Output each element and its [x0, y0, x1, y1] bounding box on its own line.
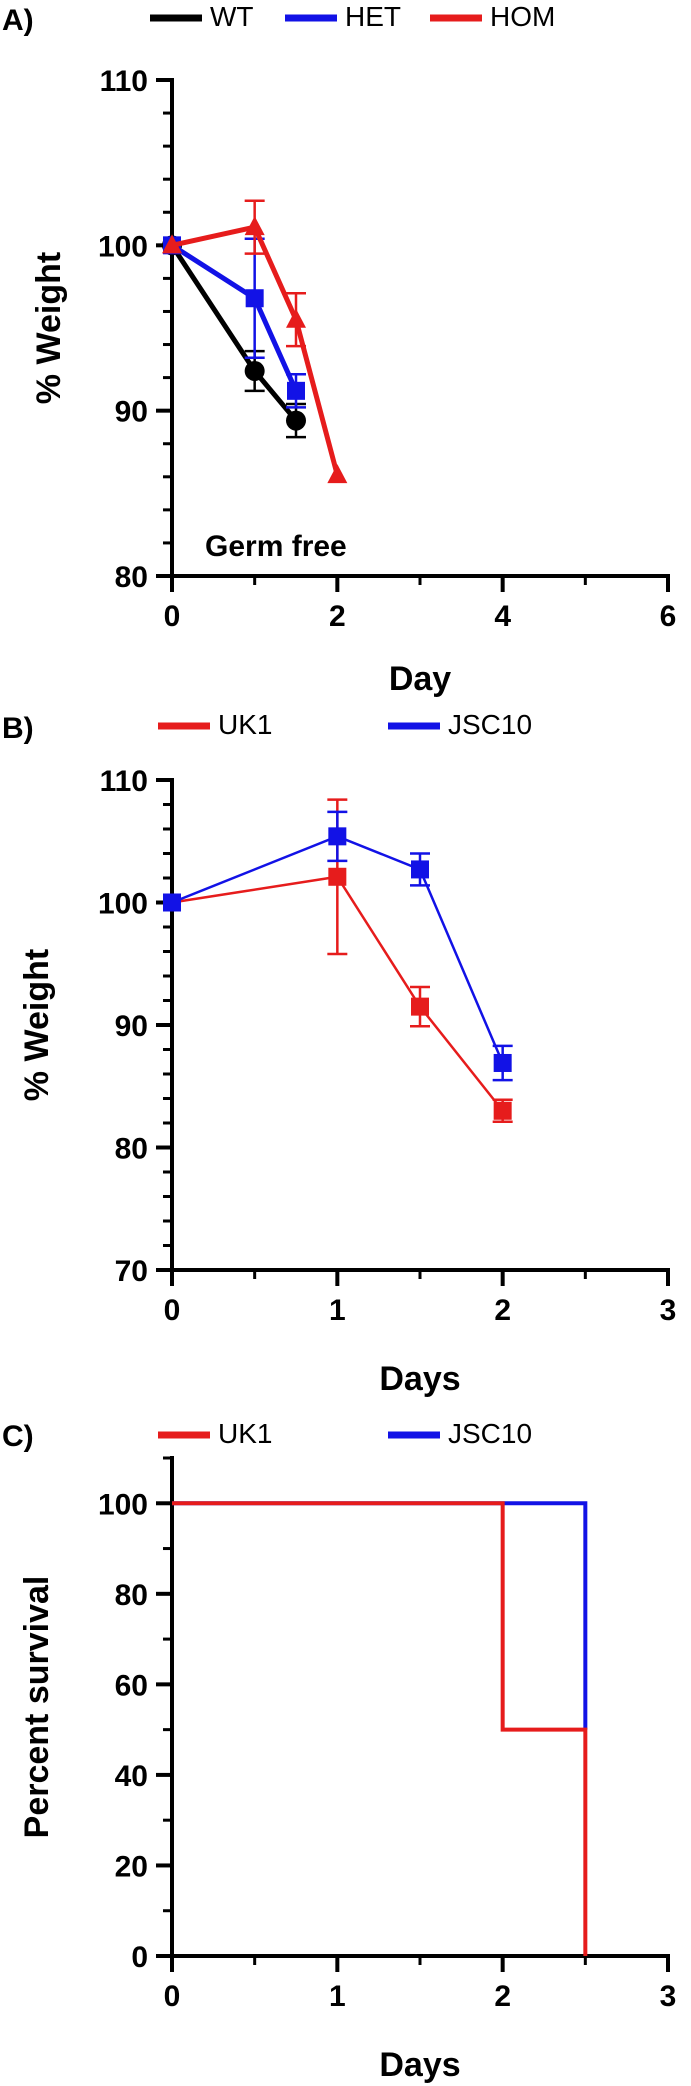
panel-C: C) UK1 JSC10 0 20 40 60 80 100 0 1 2 3 Days Percent su…: [2, 1418, 676, 2084]
legend-label-jsc10: JSC10: [448, 1418, 532, 1449]
x-tick-label: 3: [660, 1980, 677, 2013]
series-line-jsc10: [171, 835, 504, 1064]
y-tick-label: 100: [98, 230, 148, 263]
data-point-het: [245, 289, 264, 308]
y-axis-title: Percent survival: [18, 1576, 56, 1839]
y-tick-label: 70: [115, 1255, 148, 1288]
data-point-het: [287, 381, 305, 400]
y-axis-title: % Weight: [30, 252, 68, 404]
legend: WT HET HOM: [150, 1, 555, 32]
y-tick-label: 110: [100, 65, 148, 98]
y-tick-label: 90: [115, 1010, 148, 1043]
series-line-het: [170, 243, 299, 392]
series-jsc10: [163, 810, 513, 1082]
y-tick-label: 60: [115, 1669, 148, 1702]
data-point-jsc10: [411, 860, 429, 879]
x-tick-label: 0: [164, 1294, 181, 1327]
y-tick-label: 90: [115, 396, 148, 429]
series-line-jsc10: [172, 1501, 588, 1730]
series-line-wt: [169, 243, 298, 423]
y-tick-label: 40: [115, 1760, 148, 1793]
y-tick-label: 80: [115, 561, 148, 594]
legend-label-uk1: UK1: [218, 709, 272, 740]
series-line-hom: [171, 224, 340, 476]
x-tick-label: 4: [494, 600, 511, 633]
x-tick-label: 0: [164, 1980, 181, 2013]
x-axis-title: Days: [379, 1360, 460, 1398]
x-tick-label: 2: [494, 1294, 511, 1327]
legend-label-uk1: UK1: [218, 1418, 272, 1449]
x-tick-label: 0: [164, 600, 181, 633]
data-point-jsc10: [493, 1053, 512, 1072]
y-tick-label: 100: [98, 1488, 148, 1521]
x-tick-label: 1: [329, 1980, 346, 2013]
series-uk1: [172, 1501, 588, 1956]
data-point-uk1: [328, 867, 347, 886]
x-axis-title: Days: [379, 2046, 460, 2084]
y-tick-label: 110: [100, 765, 148, 798]
plot-area: [162, 199, 348, 484]
legend: UK1 JSC10: [158, 1418, 532, 1449]
x-axis-title: Day: [389, 660, 451, 698]
data-point-hom: [244, 216, 265, 236]
axes: 0 20 40 60 80 100 0 1 2 3: [98, 1456, 676, 2013]
data-point-jsc10: [328, 827, 347, 846]
x-tick-label: 6: [660, 600, 677, 633]
y-tick-label: 100: [98, 888, 148, 921]
data-point-uk1: [493, 1101, 512, 1120]
legend: UK1 JSC10: [158, 709, 532, 740]
x-tick-label: 3: [660, 1294, 677, 1327]
annotation-germ-free: Germ free: [205, 530, 347, 563]
axes: 80 90 100 110 0 2 4 6: [98, 65, 676, 633]
y-axis-title: % Weight: [18, 949, 56, 1101]
x-tick-label: 2: [494, 1980, 511, 2013]
axes: 70 80 90 100 110 0 1 2 3: [98, 765, 676, 1327]
series-line-uk1: [172, 1501, 588, 1956]
legend-label-wt: WT: [210, 1, 254, 32]
legend-label-jsc10: JSC10: [448, 709, 532, 740]
legend-label-hom: HOM: [490, 1, 555, 32]
x-tick-label: 2: [329, 600, 346, 633]
panel-label: C): [2, 1420, 34, 1453]
x-tick-label: 1: [329, 1294, 346, 1327]
y-tick-label: 20: [115, 1850, 148, 1883]
y-tick-label: 80: [115, 1579, 148, 1612]
panel-label: A): [2, 4, 34, 37]
panel-A: A) WT HET HOM 80 90 100 110 0 2 4 6 Day % Weight Germ …: [2, 1, 676, 698]
series-wt: [162, 235, 306, 439]
series-jsc10: [172, 1501, 588, 1730]
y-tick-label: 0: [131, 1941, 148, 1974]
data-point-uk1: [411, 997, 429, 1016]
legend-label-het: HET: [345, 1, 401, 32]
panel-label: B): [2, 712, 34, 745]
data-point-wt: [244, 360, 265, 381]
series-line-uk1: [171, 875, 504, 1112]
series-hom: [162, 199, 348, 484]
data-point-wt: [286, 410, 306, 431]
data-point-jsc10: [163, 893, 181, 912]
panel-B: B) UK1 JSC10 70 80 90 100 110 0 1 2 3 Days % Weight: [2, 709, 676, 1398]
data-point-hom: [327, 464, 348, 484]
data-point-hom: [162, 234, 182, 254]
plot-area: [172, 1501, 588, 1956]
data-point-hom: [286, 308, 306, 328]
series-het: [163, 236, 306, 409]
plot-area: [163, 798, 513, 1124]
y-tick-label: 80: [115, 1133, 148, 1166]
